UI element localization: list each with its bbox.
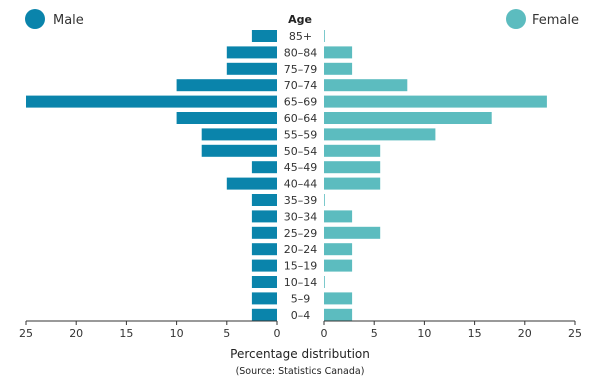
age-label-14: 15–19	[284, 260, 318, 273]
legend-female: Female	[506, 9, 579, 29]
male-bar-6	[201, 128, 277, 141]
male-bar-15	[251, 276, 277, 288]
male-bar-7	[201, 144, 277, 157]
x-axis-label: Percentage distribution	[230, 347, 370, 361]
age-label-10: 35–39	[284, 194, 318, 207]
legend-female-label: Female	[532, 13, 579, 28]
female-bar-3	[324, 79, 408, 92]
female-bar-10	[324, 194, 325, 206]
legend-female-swatch	[506, 9, 526, 29]
age-label-17: 0–4	[291, 309, 311, 322]
male-bar-8	[251, 161, 277, 174]
female-bars	[324, 30, 547, 321]
age-label-3: 70–74	[284, 79, 318, 92]
right-tick-label-2: 10	[417, 327, 431, 340]
male-bar-12	[251, 226, 277, 239]
right-tick-label-1: 5	[371, 327, 378, 340]
female-bar-9	[324, 177, 381, 190]
age-label-9: 40–44	[284, 178, 318, 191]
age-label-5: 60–64	[284, 112, 318, 125]
female-bar-1	[324, 46, 353, 59]
male-bar-0	[251, 30, 277, 42]
female-bar-15	[324, 276, 325, 288]
right-x-axis: 0 5 10 15 20 25	[321, 320, 582, 340]
female-bar-14	[324, 259, 353, 272]
female-bar-17	[324, 308, 353, 321]
male-bar-16	[251, 292, 277, 305]
female-bar-6	[324, 128, 436, 141]
left-tick-label-3: 10	[170, 327, 184, 340]
age-label-7: 50–54	[284, 145, 318, 158]
male-bar-4	[26, 95, 277, 108]
left-x-axis: 25 20 15 10 5 0	[19, 320, 281, 340]
legend-male-swatch	[25, 9, 45, 29]
left-tick-label-0: 25	[19, 327, 33, 340]
age-axis-title: Age	[288, 13, 312, 26]
age-label-2: 75–79	[284, 63, 318, 76]
right-tick-label-4: 20	[518, 327, 532, 340]
female-bar-7	[324, 144, 381, 157]
male-bar-5	[176, 112, 277, 124]
age-label-16: 5–9	[291, 292, 311, 305]
age-label-11: 30–34	[284, 210, 318, 223]
age-label-12: 25–29	[284, 227, 318, 240]
age-label-8: 45–49	[284, 161, 318, 174]
female-bar-4	[324, 95, 547, 108]
right-tick-label-0: 0	[321, 327, 328, 340]
male-bar-10	[251, 194, 277, 206]
legend-male-label: Male	[53, 13, 84, 28]
right-tick-label-5: 25	[568, 327, 582, 340]
female-bar-13	[324, 243, 353, 256]
male-bar-13	[251, 243, 277, 256]
age-label-0: 85+	[289, 30, 312, 43]
female-bar-8	[324, 161, 381, 174]
male-bar-3	[176, 79, 277, 92]
female-bar-5	[324, 112, 492, 124]
male-bar-14	[251, 259, 277, 272]
male-bar-11	[251, 210, 277, 223]
source-note: (Source: Statistics Canada)	[236, 366, 365, 377]
age-label-4: 65–69	[284, 96, 318, 109]
male-bar-1	[226, 46, 277, 59]
left-tick-label-1: 20	[69, 327, 83, 340]
left-tick-label-2: 15	[119, 327, 133, 340]
female-bar-2	[324, 62, 353, 75]
male-bar-17	[251, 308, 277, 321]
female-bar-0	[324, 30, 325, 42]
left-tick-label-5: 0	[274, 327, 281, 340]
male-bar-9	[226, 177, 277, 190]
age-label-6: 55–59	[284, 128, 318, 141]
age-label-13: 20–24	[284, 243, 318, 256]
age-labels: 85+ 80–84 75–79 70–74 65–69 60–64 55–59 50–54 45…	[284, 30, 318, 322]
female-bar-11	[324, 210, 353, 223]
age-label-1: 80–84	[284, 46, 318, 59]
legend-male: Male	[25, 9, 84, 29]
left-tick-label-4: 5	[223, 327, 230, 340]
male-bar-2	[226, 62, 277, 75]
female-bar-16	[324, 292, 353, 305]
age-label-15: 10–14	[284, 276, 318, 289]
right-tick-label-3: 15	[468, 327, 482, 340]
male-bars	[26, 30, 277, 321]
female-bar-12	[324, 226, 381, 239]
